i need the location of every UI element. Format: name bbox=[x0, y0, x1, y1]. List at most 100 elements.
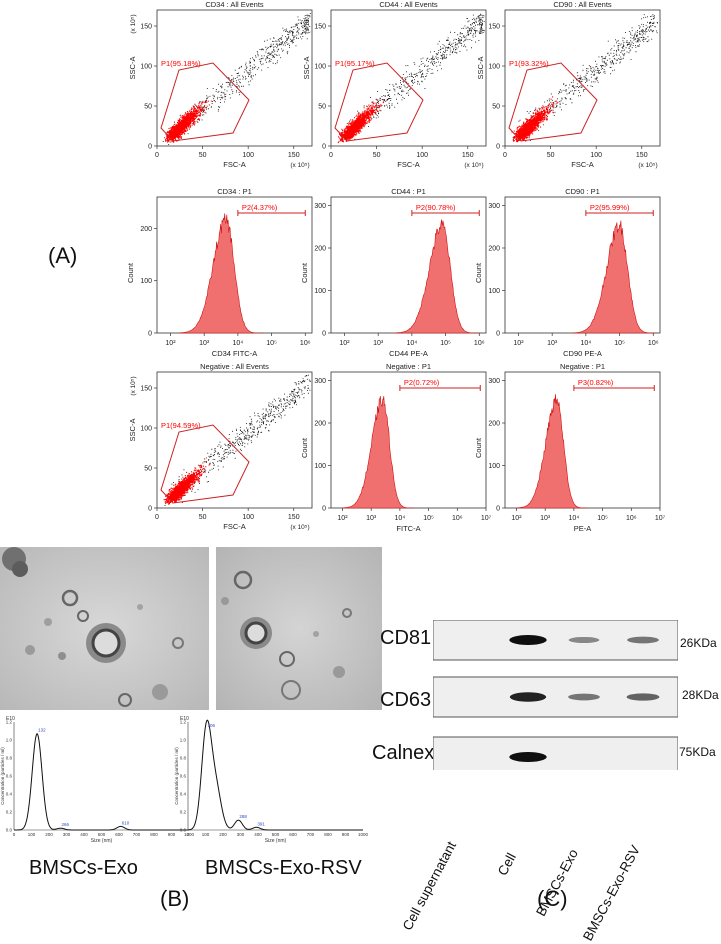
y-axis-label: Count bbox=[300, 262, 309, 283]
x-tick-label: 10⁴ bbox=[406, 340, 417, 347]
event-dots-gated bbox=[511, 96, 559, 143]
x-scale-label: (x 10⁵) bbox=[638, 162, 657, 169]
flow-panel-1: CD34 : All Events 0 50 100 150 0 50 100 150 FSC-A… bbox=[128, 0, 313, 169]
protein-band bbox=[626, 693, 660, 701]
y-tick-label: 100 bbox=[314, 64, 326, 71]
peak-label: 106 bbox=[208, 723, 216, 728]
histogram-distribution bbox=[394, 219, 480, 334]
y-tick-label: 200 bbox=[314, 246, 326, 253]
y-tick-label: 200 bbox=[314, 421, 326, 428]
histogram-distribution bbox=[516, 394, 589, 509]
tem-micrograph-2 bbox=[216, 547, 382, 710]
x-tick-label: 10⁶ bbox=[648, 340, 659, 347]
flow-cytometry-figure: CD34 : All Events 0 50 100 150 0 50 100 150 FSC-A… bbox=[126, 0, 666, 533]
plot-frame bbox=[156, 371, 313, 509]
flow-panel-title: CD44 : P1 bbox=[391, 187, 426, 196]
y-tick-label: 200 bbox=[488, 246, 500, 253]
y-tick-label: 0.6 bbox=[180, 774, 187, 779]
y-tick-label: 0 bbox=[496, 331, 500, 338]
band-label-cd81: CD81 bbox=[380, 627, 432, 649]
x-tick-label: 10⁶ bbox=[452, 515, 463, 522]
x-tick-label: 700 bbox=[133, 832, 141, 837]
x-tick-label: 10⁴ bbox=[580, 340, 591, 347]
x-tick-label: 0 bbox=[13, 832, 16, 837]
x-tick-label: 100 bbox=[242, 152, 254, 159]
x-axis-label: CD90 PE-A bbox=[563, 349, 602, 358]
plot-frame bbox=[330, 9, 487, 147]
x-tick-label: 10² bbox=[165, 340, 176, 347]
plot-frame bbox=[330, 196, 487, 334]
y-tick-label: 0 bbox=[496, 144, 500, 151]
gate-p1 bbox=[160, 62, 250, 142]
x-tick-label: 10³ bbox=[547, 340, 558, 347]
x-axis-label: CD44 PE-A bbox=[389, 349, 428, 358]
gate-label: P3(0.82%) bbox=[578, 378, 614, 387]
x-tick-label: 10⁵ bbox=[440, 340, 451, 347]
y-axis-label: Concentration (particles / ml) bbox=[0, 747, 5, 805]
x-tick-label: 900 bbox=[168, 832, 176, 837]
x-axis-label: FSC-A bbox=[223, 522, 246, 531]
y-tick-label: 0.2 bbox=[6, 810, 13, 815]
flow-panel-2: CD44 : All Events 0 50 100 150 0 50 100 150 FSC-A… bbox=[302, 0, 487, 169]
y-tick-label: 0.8 bbox=[6, 756, 13, 761]
tem-image-bmscs-exo bbox=[0, 547, 209, 710]
x-tick-label: 100 bbox=[416, 152, 428, 159]
tem-micrograph-1 bbox=[0, 547, 209, 710]
x-tick-label: 10⁶ bbox=[474, 340, 485, 347]
blot-strip-cd63 bbox=[433, 676, 678, 718]
gate-label: P1(94.59%) bbox=[161, 421, 201, 430]
y-tick-label: 0 bbox=[322, 506, 326, 513]
band-label-cd63: CD63 bbox=[380, 689, 432, 711]
gate-label: P2(4.37%) bbox=[242, 203, 278, 212]
peak-label: 288 bbox=[239, 814, 247, 819]
x-axis-label: PE-A bbox=[574, 524, 592, 533]
x-tick-label: 300 bbox=[63, 832, 71, 837]
lane-label-cell: Cell bbox=[494, 850, 519, 878]
y-tick-label: 200 bbox=[488, 421, 500, 428]
histogram-distribution bbox=[342, 395, 415, 509]
event-dots-gated bbox=[337, 99, 385, 144]
band-weight-cd81: 26KDa bbox=[680, 636, 717, 650]
y-axis-label: SSC-A bbox=[302, 57, 311, 80]
gate-p1 bbox=[334, 62, 424, 142]
plot-frame bbox=[504, 196, 661, 334]
x-tick-label: 600 bbox=[115, 832, 123, 837]
x-tick-label: 150 bbox=[462, 152, 474, 159]
y-axis-label: Count bbox=[474, 437, 483, 458]
flow-panel-title: CD44 : All Events bbox=[379, 0, 438, 9]
peak-label: 610 bbox=[122, 820, 130, 825]
x-tick-label: 50 bbox=[199, 514, 207, 521]
y-tick-label: 1.2 bbox=[180, 720, 187, 725]
x-tick-label: 200 bbox=[219, 832, 227, 837]
y-scale-label: (x 10⁵) bbox=[478, 14, 485, 33]
flow-panel-4: CD34 : P1 10² 10³ 10⁴ 10⁵ 10⁶ 0 100 200 CD34 FITC… bbox=[126, 187, 313, 358]
x-tick-label: 700 bbox=[307, 832, 315, 837]
x-axis-label: FSC-A bbox=[223, 160, 246, 169]
y-tick-label: 150 bbox=[488, 24, 500, 31]
x-tick-label: 0 bbox=[155, 514, 159, 521]
x-tick-label: 10⁴ bbox=[394, 515, 405, 522]
x-tick-label: 150 bbox=[636, 152, 648, 159]
nta-plot-2: E10 0.0 0.2 0.4 0.6 0.8 1.0 1.2 0 100 200 300 400 500… bbox=[174, 716, 369, 844]
flow-panel-title: CD90 : All Events bbox=[553, 0, 612, 9]
x-scale-label: (x 10⁵) bbox=[464, 162, 483, 169]
y-tick-label: 50 bbox=[144, 466, 152, 473]
y-scale-label: E10 bbox=[180, 716, 189, 722]
flow-panel-3: CD90 : All Events 0 50 100 150 0 50 100 150 FSC-A… bbox=[476, 0, 661, 169]
x-tick-label: 0 bbox=[329, 152, 333, 159]
event-dots-outside-gate bbox=[338, 13, 485, 140]
x-tick-label: 100 bbox=[242, 514, 254, 521]
sample-name-bmscs-exo: BMSCs-Exo bbox=[29, 857, 138, 879]
y-axis-label: SSC-A bbox=[128, 57, 137, 80]
x-axis-label: FSC-A bbox=[571, 160, 594, 169]
protein-band bbox=[568, 636, 600, 644]
y-tick-label: 0.0 bbox=[6, 828, 13, 833]
x-tick-label: 500 bbox=[98, 832, 106, 837]
y-tick-label: 0 bbox=[148, 506, 152, 513]
y-axis-label: SSC-A bbox=[476, 57, 485, 80]
protein-band bbox=[509, 752, 547, 762]
size-distribution-curve bbox=[14, 732, 189, 831]
y-scale-label: (x 10⁵) bbox=[304, 14, 311, 33]
x-tick-label: 50 bbox=[199, 152, 207, 159]
flow-panel-title: Negative : P1 bbox=[560, 362, 605, 371]
